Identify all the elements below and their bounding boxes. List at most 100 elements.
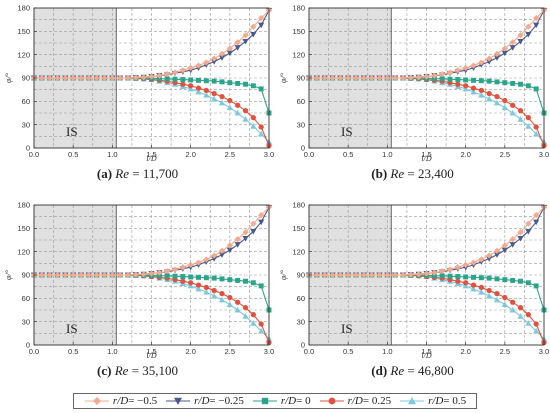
data-point bbox=[431, 273, 437, 279]
legend-marker bbox=[328, 397, 335, 405]
data-point bbox=[234, 306, 241, 313]
data-point bbox=[423, 270, 430, 277]
data-point bbox=[109, 74, 116, 82]
y-tick-label: 30 bbox=[22, 120, 30, 129]
data-point bbox=[446, 69, 454, 76]
data-point bbox=[85, 74, 92, 82]
data-point bbox=[525, 115, 531, 121]
data-point bbox=[211, 287, 217, 294]
y-tick-label: 30 bbox=[297, 317, 305, 326]
y-tick-label: 30 bbox=[22, 317, 30, 326]
data-point bbox=[62, 74, 69, 82]
data-point bbox=[502, 294, 508, 301]
data-point bbox=[242, 235, 249, 242]
data-point bbox=[486, 78, 492, 84]
data-point bbox=[227, 97, 233, 104]
y-tick-label: 120 bbox=[17, 247, 30, 256]
is-region-label: IS bbox=[66, 321, 78, 336]
y-tick-label: 0 bbox=[301, 144, 305, 153]
data-point bbox=[352, 74, 360, 82]
data-point bbox=[463, 274, 469, 280]
data-point bbox=[242, 38, 249, 45]
data-point bbox=[164, 71, 171, 78]
data-point bbox=[423, 73, 430, 80]
data-point bbox=[321, 271, 328, 279]
data-point bbox=[219, 291, 225, 297]
data-point bbox=[179, 67, 186, 74]
data-point bbox=[509, 109, 516, 116]
data-point bbox=[533, 86, 539, 92]
reynolds-value: = 23,400 bbox=[404, 166, 454, 181]
data-point bbox=[180, 77, 186, 83]
data-point bbox=[517, 108, 524, 114]
data-point bbox=[250, 83, 256, 89]
data-point bbox=[117, 74, 124, 82]
data-point bbox=[156, 72, 163, 79]
reynolds-value: = 11,700 bbox=[129, 166, 179, 181]
triangle-up-marker-icon bbox=[400, 397, 425, 405]
data-point bbox=[494, 94, 500, 100]
y-axis-label: φ/° bbox=[4, 72, 13, 83]
data-point bbox=[470, 62, 477, 69]
data-point bbox=[226, 301, 233, 308]
data-point bbox=[478, 87, 484, 94]
y-tick-label: 180 bbox=[292, 201, 305, 210]
x-axis-label: l/D bbox=[421, 154, 431, 163]
data-point bbox=[533, 321, 539, 327]
data-point bbox=[211, 95, 218, 102]
legend-var: r/D bbox=[112, 395, 129, 407]
data-point bbox=[235, 80, 241, 86]
data-point bbox=[493, 252, 501, 258]
data-point bbox=[211, 256, 218, 262]
data-point bbox=[226, 45, 233, 52]
chart-panel-a: 0.0 0.5 1.0 1.5 2.0 2.5 3.0 0 30 60 90 120 150 180 l/D… bbox=[0, 0, 275, 190]
data-point bbox=[533, 212, 540, 219]
data-point bbox=[242, 108, 249, 114]
is-region-label: IS bbox=[341, 124, 353, 139]
series-0 bbox=[305, 204, 548, 279]
square-marker-icon bbox=[252, 397, 277, 405]
x-tick-label: 2.5 bbox=[500, 347, 510, 356]
x-tick-label: 3.0 bbox=[264, 347, 274, 356]
legend-value: = −0.5 bbox=[128, 395, 158, 407]
y-tick-label: 0 bbox=[26, 144, 30, 153]
data-point bbox=[329, 271, 336, 279]
data-point bbox=[211, 90, 217, 97]
data-point bbox=[227, 277, 233, 283]
y-tick-label: 90 bbox=[22, 271, 30, 280]
data-point bbox=[46, 74, 53, 82]
x-tick-label: 1.5 bbox=[146, 150, 156, 159]
data-point bbox=[195, 85, 202, 91]
x-tick-label: 0.0 bbox=[29, 347, 39, 356]
chart-plot: 0.0 0.5 1.0 1.5 2.0 2.5 3.0 0 30 60 90 120 150 180 l/D… bbox=[4, 201, 274, 360]
data-point bbox=[345, 271, 352, 279]
data-point bbox=[148, 73, 155, 80]
data-point bbox=[203, 284, 209, 291]
data-point bbox=[258, 327, 265, 334]
data-point bbox=[203, 78, 209, 84]
x-tick-label: 2.0 bbox=[185, 150, 195, 159]
data-point bbox=[211, 55, 218, 62]
data-point bbox=[218, 247, 226, 254]
data-point bbox=[164, 273, 170, 279]
data-point bbox=[219, 94, 225, 100]
data-point bbox=[250, 312, 256, 318]
x-tick-label: 1.0 bbox=[382, 347, 392, 356]
data-point bbox=[203, 275, 209, 281]
data-point bbox=[525, 31, 532, 38]
data-point bbox=[124, 74, 132, 82]
x-tick-label: 2.5 bbox=[225, 347, 235, 356]
data-point bbox=[258, 130, 265, 137]
data-point bbox=[218, 252, 226, 258]
data-point bbox=[226, 104, 233, 111]
y-tick-label: 0 bbox=[301, 341, 305, 350]
data-point bbox=[234, 109, 241, 116]
data-point bbox=[533, 124, 539, 130]
y-tick-label: 120 bbox=[292, 247, 305, 256]
data-point bbox=[493, 55, 501, 61]
data-point bbox=[502, 277, 508, 283]
data-point bbox=[313, 271, 320, 279]
data-point bbox=[399, 271, 407, 279]
y-tick-label: 180 bbox=[17, 4, 30, 13]
data-point bbox=[188, 83, 194, 89]
